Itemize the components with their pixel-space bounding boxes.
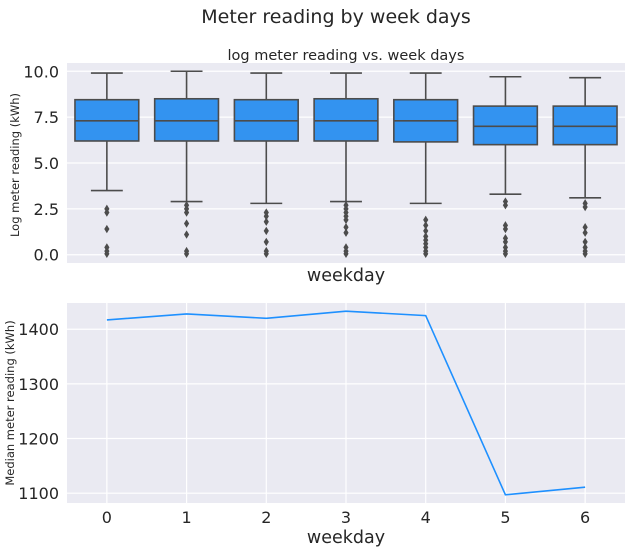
boxplot-x-axis-label: weekday (307, 266, 385, 286)
box-weekday-4 (393, 72, 459, 259)
boxplot-y-tick-labels: 0.0 2.5 5.0 7.5 10.0 (23, 62, 59, 264)
box-outlier (423, 221, 429, 230)
line-y-tick-label: 1200 (18, 430, 59, 449)
boxplot-boxes (74, 70, 618, 259)
box-outlier (423, 215, 429, 225)
boxplot-y-axis-label: Log meter reading (kWh) (8, 93, 22, 237)
boxplot-y-tick-label: 7.5 (34, 108, 59, 127)
box-outlier (343, 215, 349, 225)
boxplot-y-tick-label: 0.0 (34, 246, 59, 265)
box-weekday-1 (153, 70, 220, 259)
box-outlier (502, 249, 509, 259)
boxplot-y-tick-label: 5.0 (34, 154, 59, 173)
box-outlier (104, 208, 110, 217)
box-body (313, 97, 379, 142)
line-x-tick-label: 0 (102, 508, 112, 527)
box-outlier (263, 237, 269, 247)
line-x-tick-label: 4 (421, 508, 431, 527)
box-outlier (263, 249, 269, 259)
box-outlier (502, 237, 509, 247)
box-outlier (582, 249, 588, 259)
box-outlier (104, 249, 110, 259)
boxplot-panel: 0.0 2.5 5.0 7.5 10.0 log meter reading vs. w… (8, 48, 625, 286)
line-y-tick-label: 1400 (18, 320, 59, 339)
box-outlier (183, 230, 190, 239)
box-weekday-6 (552, 76, 618, 259)
box-outlier (423, 226, 429, 236)
line-y-axis-label: Median meter reading (kWh) (3, 320, 17, 485)
box-weekday-3 (313, 72, 379, 259)
boxplot-title: log meter reading vs. week days (228, 48, 465, 64)
line-y-tick-label: 1300 (18, 375, 59, 394)
box-outlier (263, 226, 269, 236)
boxplot-y-tick-label: 10.0 (23, 62, 59, 81)
line-x-tick-labels: 0 1 2 3 4 5 6 (102, 508, 590, 527)
line-x-tick-label: 1 (181, 508, 191, 527)
boxplot-y-tick-label: 2.5 (34, 200, 59, 219)
line-x-tick-label: 6 (580, 508, 590, 527)
line-gridlines (67, 303, 625, 503)
box-outlier (582, 228, 588, 237)
line-series (106, 310, 586, 496)
box-outlier (582, 202, 588, 212)
box-weekday-2 (233, 72, 299, 259)
box-outlier (263, 217, 269, 226)
box-outlier (343, 249, 349, 259)
line-x-tick-label: 3 (341, 508, 351, 527)
line-x-axis-label: weekday (307, 528, 385, 548)
box-body (153, 97, 220, 142)
box-outlier (502, 224, 509, 234)
box-weekday-5 (472, 75, 539, 259)
box-outlier (502, 201, 509, 210)
line-y-tick-label: 1100 (18, 484, 59, 503)
line-x-tick-label: 2 (261, 508, 271, 527)
box-weekday-0 (74, 72, 140, 259)
box-outlier (183, 219, 190, 228)
line-panel: 1100 1200 1300 1400 0 1 2 3 4 5 6 weekday Median … (3, 303, 625, 548)
box-outlier (183, 249, 190, 259)
line-y-tick-labels: 1100 1200 1300 1400 (18, 320, 59, 503)
box-outlier (343, 223, 349, 232)
box-outlier (183, 208, 190, 217)
box-outlier (423, 249, 429, 259)
box-outlier (104, 224, 110, 234)
box-body (552, 105, 618, 146)
box-body (472, 105, 539, 146)
box-outlier (263, 212, 269, 221)
figure-title: Meter reading by week days (201, 6, 470, 28)
line-x-tick-label: 5 (500, 508, 510, 527)
box-outlier (343, 228, 349, 237)
box-outlier (582, 237, 588, 247)
box-outlier (582, 223, 588, 232)
